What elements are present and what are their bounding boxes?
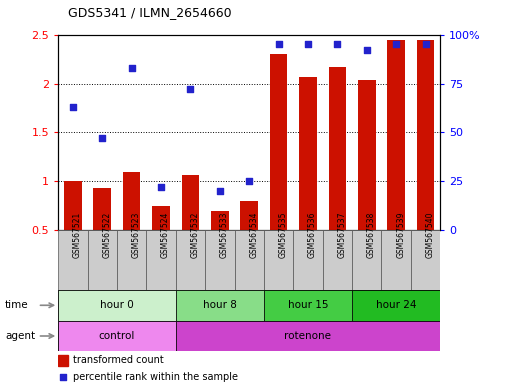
Point bbox=[69, 104, 77, 110]
Bar bbox=[293, 230, 322, 290]
Point bbox=[186, 86, 194, 93]
Text: hour 15: hour 15 bbox=[287, 300, 328, 310]
Bar bbox=[152, 206, 170, 230]
Text: GSM567523: GSM567523 bbox=[131, 212, 140, 258]
Text: GSM567532: GSM567532 bbox=[190, 212, 199, 258]
Text: GSM567537: GSM567537 bbox=[337, 212, 346, 258]
Bar bbox=[58, 321, 175, 351]
Point bbox=[391, 41, 399, 48]
Point bbox=[98, 135, 106, 141]
Text: GSM567539: GSM567539 bbox=[395, 212, 405, 258]
Text: GSM567521: GSM567521 bbox=[73, 212, 82, 258]
Text: GSM567536: GSM567536 bbox=[308, 212, 316, 258]
Point bbox=[157, 184, 165, 190]
Point bbox=[59, 374, 67, 380]
Bar bbox=[416, 40, 433, 230]
Text: percentile rank within the sample: percentile rank within the sample bbox=[73, 372, 237, 382]
Bar bbox=[240, 201, 258, 230]
Text: GSM567522: GSM567522 bbox=[102, 212, 111, 258]
Text: agent: agent bbox=[5, 331, 35, 341]
Text: GDS5341 / ILMN_2654660: GDS5341 / ILMN_2654660 bbox=[68, 6, 231, 19]
Point bbox=[127, 65, 135, 71]
Bar bbox=[58, 355, 68, 366]
Text: GSM567538: GSM567538 bbox=[366, 212, 375, 258]
Point bbox=[245, 178, 253, 185]
Bar bbox=[58, 290, 175, 321]
Point bbox=[362, 47, 370, 53]
Bar bbox=[64, 182, 81, 230]
Bar bbox=[181, 175, 199, 230]
Bar bbox=[264, 290, 351, 321]
Point bbox=[304, 41, 312, 48]
Text: time: time bbox=[5, 300, 29, 310]
Bar bbox=[298, 77, 316, 230]
Point bbox=[215, 188, 223, 194]
Text: GSM567535: GSM567535 bbox=[278, 212, 287, 258]
Text: transformed count: transformed count bbox=[73, 356, 163, 366]
Text: hour 8: hour 8 bbox=[203, 300, 236, 310]
Bar bbox=[234, 230, 264, 290]
Bar bbox=[93, 188, 111, 230]
Bar bbox=[269, 54, 287, 230]
Bar bbox=[205, 230, 234, 290]
Text: GSM567524: GSM567524 bbox=[161, 212, 170, 258]
Bar bbox=[264, 230, 293, 290]
Bar bbox=[175, 290, 264, 321]
Text: hour 24: hour 24 bbox=[375, 300, 416, 310]
Bar bbox=[351, 290, 439, 321]
Bar bbox=[211, 211, 228, 230]
Bar bbox=[123, 172, 140, 230]
Bar bbox=[117, 230, 146, 290]
Bar bbox=[322, 230, 351, 290]
Bar bbox=[351, 230, 381, 290]
Bar bbox=[58, 230, 87, 290]
Point bbox=[333, 41, 341, 48]
Bar bbox=[381, 230, 410, 290]
Text: control: control bbox=[98, 331, 135, 341]
Text: GSM567540: GSM567540 bbox=[425, 212, 434, 258]
Text: GSM567533: GSM567533 bbox=[219, 212, 228, 258]
Bar bbox=[328, 67, 345, 230]
Bar bbox=[175, 230, 205, 290]
Bar bbox=[386, 40, 404, 230]
Bar bbox=[357, 79, 375, 230]
Bar bbox=[146, 230, 175, 290]
Point bbox=[274, 41, 282, 48]
Text: hour 0: hour 0 bbox=[100, 300, 134, 310]
Bar bbox=[175, 321, 439, 351]
Bar bbox=[410, 230, 439, 290]
Text: GSM567534: GSM567534 bbox=[249, 212, 258, 258]
Text: rotenone: rotenone bbox=[284, 331, 331, 341]
Point bbox=[421, 41, 429, 48]
Bar bbox=[87, 230, 117, 290]
